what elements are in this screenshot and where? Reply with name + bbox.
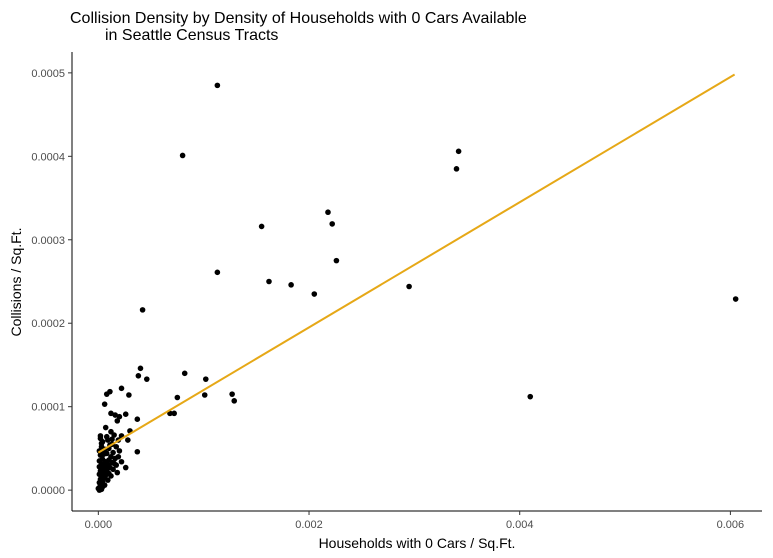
data-point <box>214 82 221 89</box>
x-axis-title: Households with 0 Cars / Sq.Ft. <box>319 535 516 551</box>
data-point <box>122 411 129 417</box>
data-point <box>108 473 114 479</box>
data-point <box>105 477 111 483</box>
data-point <box>333 257 340 264</box>
trend-line <box>97 73 736 454</box>
data-point <box>103 433 110 440</box>
data-point <box>266 278 272 285</box>
data-point <box>329 221 335 227</box>
data-point <box>118 385 125 392</box>
data-point <box>116 413 123 420</box>
x-axis-ticks: 0.000 0.002 0.004 0.006 <box>85 511 745 531</box>
data-point <box>111 432 117 438</box>
data-point <box>179 152 186 159</box>
data-point <box>109 436 115 443</box>
x-tick-label: 0.004 <box>506 519 534 531</box>
x-tick-label: 0.000 <box>85 519 113 531</box>
y-tick-label: 0.0003 <box>31 235 65 247</box>
data-point <box>110 466 116 473</box>
y-tick-label: 0.0005 <box>31 68 65 80</box>
data-point <box>113 443 120 450</box>
data-point <box>135 373 142 379</box>
data-point <box>118 458 125 465</box>
data-point <box>134 416 141 423</box>
data-point <box>258 223 265 230</box>
y-tick-label: 0.0001 <box>31 402 65 414</box>
y-tick-label: 0.0000 <box>31 485 65 497</box>
data-point <box>181 370 188 377</box>
data-point <box>111 460 117 467</box>
data-point <box>202 376 209 382</box>
data-point <box>288 282 294 288</box>
data-point <box>325 209 331 216</box>
data-point <box>114 469 121 476</box>
data-point <box>134 448 141 455</box>
data-point <box>171 410 177 417</box>
data-point <box>143 376 150 382</box>
data-point <box>174 394 181 401</box>
data-point <box>114 418 121 424</box>
data-point <box>527 393 534 400</box>
chart-title-line2: in Seattle Census Tracts <box>105 27 278 44</box>
data-point <box>125 437 131 443</box>
x-tick-label: 0.002 <box>295 519 323 531</box>
data-point <box>406 283 412 290</box>
y-axis-title: Collisions / Sq.Ft. <box>8 228 24 337</box>
y-tick-label: 0.0004 <box>31 151 65 163</box>
data-point <box>103 391 110 397</box>
data-point <box>122 464 129 471</box>
data-point <box>126 392 132 398</box>
data-point <box>101 401 108 407</box>
data-point <box>116 448 123 454</box>
trend-line-group <box>97 73 736 454</box>
chart-title-line1: Collision Density by Density of Househol… <box>70 10 527 27</box>
data-point <box>455 148 462 155</box>
y-tick-label: 0.0002 <box>31 318 65 330</box>
data-point <box>231 398 238 404</box>
data-point <box>112 412 118 418</box>
data-point <box>96 487 103 493</box>
data-point <box>102 464 109 471</box>
x-tick-label: 0.006 <box>717 519 745 531</box>
data-point <box>139 307 146 313</box>
data-point <box>732 296 739 302</box>
data-points <box>95 82 739 493</box>
y-axis-ticks: 0.0000 0.0001 0.0002 0.0003 0.0004 0.0005 <box>31 68 72 497</box>
data-point <box>229 391 235 397</box>
data-point <box>108 410 114 417</box>
data-point <box>110 449 116 456</box>
data-point <box>214 269 221 276</box>
data-point <box>453 166 460 172</box>
data-point <box>201 392 208 398</box>
data-point <box>102 424 109 431</box>
data-point <box>311 291 318 297</box>
data-point <box>115 453 122 460</box>
data-point <box>98 440 105 447</box>
data-point <box>137 365 144 372</box>
